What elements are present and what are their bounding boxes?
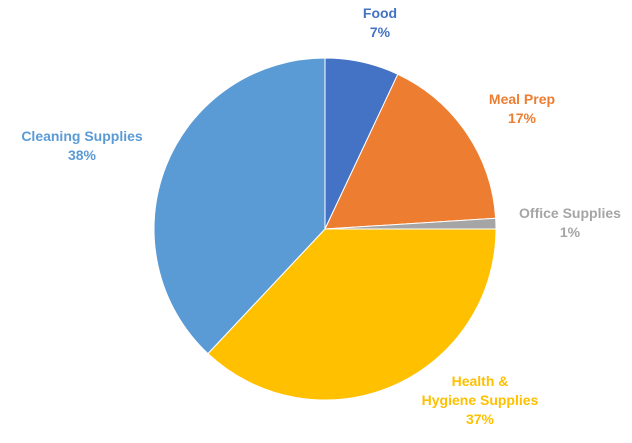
data-label-name: Meal Prep — [489, 91, 555, 107]
data-label-percent: 17% — [508, 110, 537, 126]
data-label-percent: 1% — [560, 224, 581, 240]
pie-slice-meal-prep — [324, 73, 497, 230]
pie-slices — [153, 57, 497, 401]
data-label-food: Food 7% — [363, 5, 397, 40]
data-label-office-supplies: Office Supplies 1% — [519, 205, 621, 240]
data-label-name: Hygiene Supplies — [422, 392, 539, 408]
data-label-percent: 37% — [466, 411, 495, 427]
pie-slice-cleaning-supplies — [153, 57, 326, 355]
data-label-name: Office Supplies — [519, 205, 621, 221]
data-label-name: Health & — [452, 373, 509, 389]
data-label-cleaning-supplies: Cleaning Supplies 38% — [21, 128, 143, 163]
data-label-percent: 38% — [68, 147, 97, 163]
data-label-name: Food — [363, 5, 397, 21]
data-label-health-and-hygiene-supplies: Health & Hygiene Supplies 37% — [422, 373, 539, 427]
data-label-name: Cleaning Supplies — [21, 128, 143, 144]
pie-slice-health-and-hygiene-supplies — [207, 228, 497, 401]
pie-data-labels: Food 7% Meal Prep 17% Office Supplies 1% Healt… — [21, 5, 621, 427]
data-label-percent: 7% — [370, 24, 391, 40]
data-label-meal-prep: Meal Prep 17% — [489, 91, 555, 126]
